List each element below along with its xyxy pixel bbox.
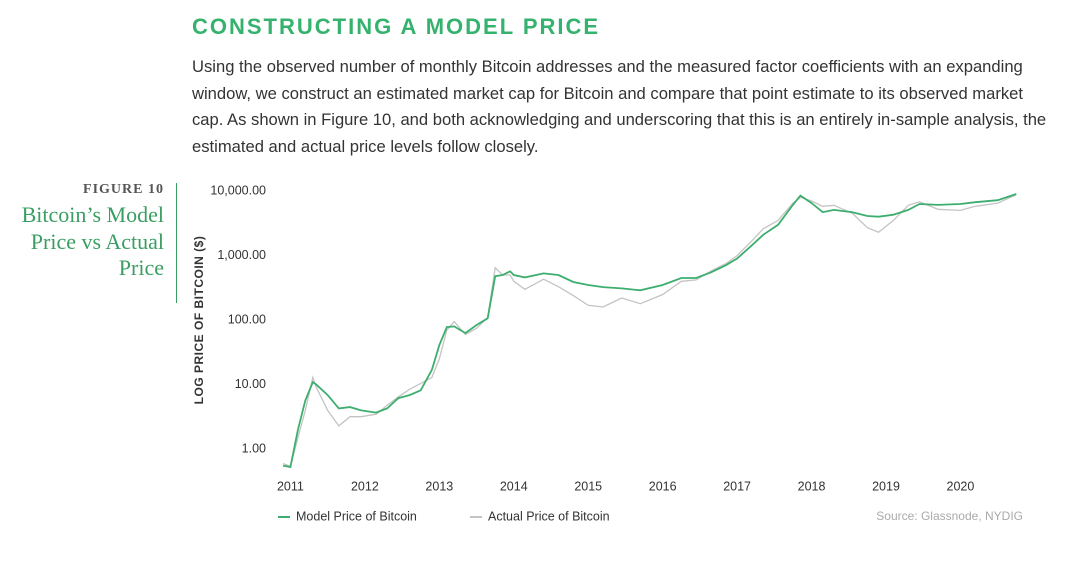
x-tick-label: 2019 [872, 479, 900, 493]
rule [176, 183, 177, 303]
x-tick-label: 2013 [425, 479, 453, 493]
figure-label: FIGURE 10 [83, 182, 164, 197]
legend-label: Actual Price of Bitcoin [488, 509, 610, 523]
series-line [282, 194, 1017, 467]
series-line [282, 193, 1017, 469]
paragraph: Using the observed number of monthly Bit… [192, 57, 1047, 156]
legend-label: Model Price of Bitcoin [296, 509, 417, 523]
x-tick-label: 2014 [500, 479, 528, 493]
chart-title: Bitcoin’s Model Price vs Actual Price [21, 202, 164, 280]
x-tick-label: 2018 [798, 479, 826, 493]
y-tick-label: 1.00 [242, 442, 266, 456]
x-tick-label: 2016 [649, 479, 677, 493]
y-tick-label: 1,000.00 [217, 248, 266, 262]
y-tick-label: 10,000.00 [210, 183, 266, 197]
x-tick-label: 2015 [574, 479, 602, 493]
x-tick-label: 2020 [947, 479, 975, 493]
y-axis-label: LOG PRICE OF BITCOIN ($) [192, 236, 206, 405]
x-tick-label: 2017 [723, 479, 751, 493]
x-tick-label: 2012 [351, 479, 379, 493]
source: Source: Glassnode, NYDIG [876, 509, 1023, 523]
heading: CONSTRUCTING A MODEL PRICE [192, 14, 601, 39]
x-tick-label: 2011 [277, 479, 304, 493]
y-tick-label: 10.00 [235, 377, 266, 391]
y-tick-label: 100.00 [228, 312, 266, 326]
